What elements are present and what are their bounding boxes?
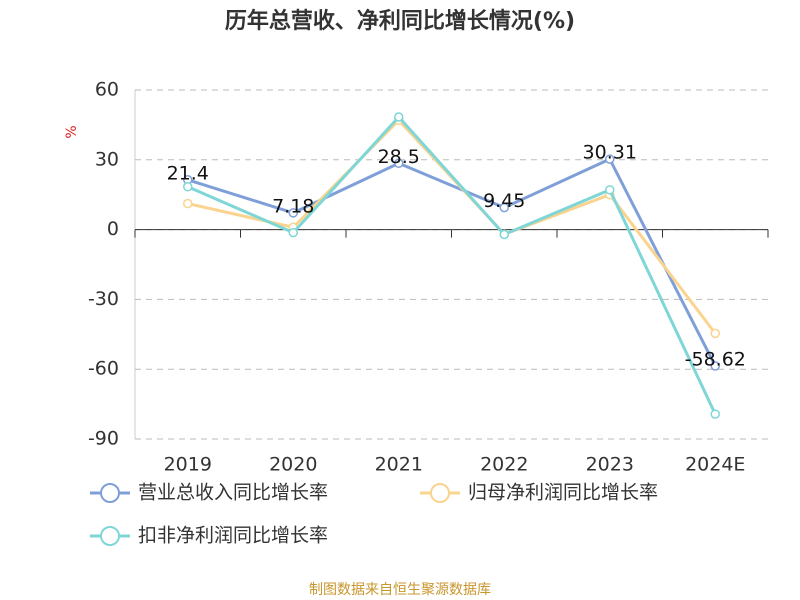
data-point: [710, 328, 720, 339]
x-tick-label: 2019: [164, 454, 212, 476]
data-label: 21.4: [167, 162, 209, 184]
data-point: [499, 202, 509, 213]
y-tick-label: 60: [95, 79, 119, 101]
data-label: 30.31: [583, 142, 637, 164]
x-tick-label: 2021: [375, 454, 423, 476]
data-point: [288, 227, 298, 238]
data-point: [394, 158, 404, 169]
data-point: [288, 208, 298, 218]
legend-swatch: [100, 526, 120, 546]
chart-title: 历年总营收、净利同比增长情况(%): [225, 8, 575, 34]
y-tick-label: -90: [88, 428, 119, 450]
data-point: [183, 182, 193, 192]
series-line: [187, 157, 717, 367]
y-tick-label: 0: [107, 218, 119, 240]
y-tick-label: -60: [88, 358, 119, 380]
x-tick-label: 2023: [586, 454, 634, 476]
data-point: [710, 361, 720, 371]
data-point: [710, 409, 720, 419]
y-tick-label: -30: [88, 288, 119, 310]
data-label: -58.62: [685, 348, 746, 370]
data-label: 7.18: [272, 195, 314, 217]
y-tick-label: 30: [95, 148, 119, 170]
data-label: 28.5: [378, 146, 420, 168]
x-tick-label: 2022: [480, 454, 528, 476]
x-tick-label: 2024E: [685, 454, 745, 476]
series-line: [187, 114, 717, 415]
legend-label: 扣非净利润同比增长率: [138, 525, 328, 547]
data-point: [605, 154, 615, 164]
legend-label: 归母净利润同比增长率: [468, 482, 658, 504]
y-axis-label: %: [64, 125, 80, 138]
data-point: [605, 185, 615, 195]
source-note: 制图数据来自恒生聚源数据库: [309, 582, 491, 598]
data-point: [499, 229, 509, 240]
data-point: [183, 198, 193, 209]
legend-swatch: [430, 483, 450, 503]
data-label: 9.45: [483, 190, 525, 212]
legend-label: 营业总收入同比增长率: [138, 482, 328, 504]
legend-swatch: [100, 483, 120, 503]
x-tick-label: 2020: [269, 454, 317, 476]
data-point: [394, 112, 404, 122]
